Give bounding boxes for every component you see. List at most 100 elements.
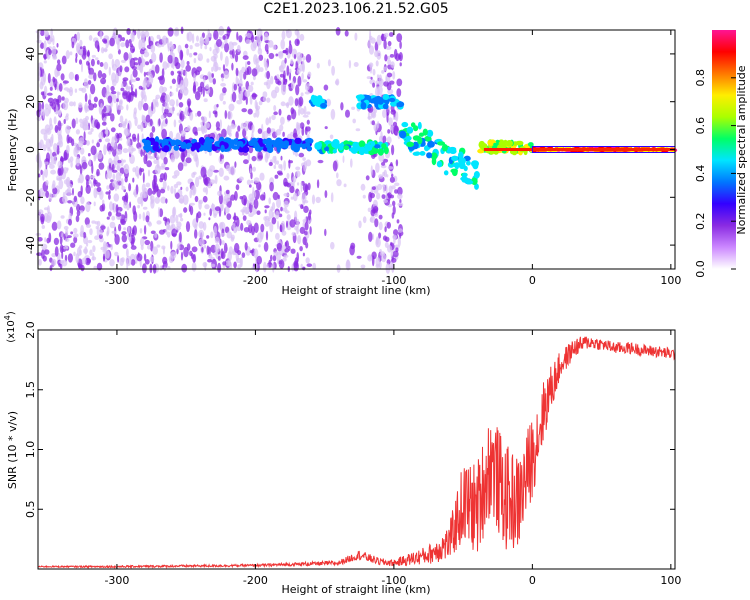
spectrogram-speckle [144,30,150,38]
spectrogram-speckle [122,122,127,129]
spectrogram-speckle [68,71,75,80]
spectrogram-speckle [71,41,75,49]
spectrogram-speckle [164,108,169,115]
spectrogram-speckle [86,242,89,247]
spectrogram-speckle [385,46,392,50]
spectrogram-speckle [85,184,91,194]
spectrogram-speckle [157,206,161,218]
spectrogram-speckle [108,53,113,60]
spectrogram-speckle [377,87,380,98]
spectrogram-feature-blob [417,136,423,145]
spectrogram-speckle [170,185,174,194]
spectrogram-speckle [94,221,99,225]
spectrogram-speckle [137,124,142,130]
spectrogram-speckle [93,72,97,82]
spectrogram-speckle [137,173,140,179]
spectrogram-speckle [111,230,117,234]
spectrogram-speckle [137,196,143,205]
spectrogram-speckle [189,202,196,206]
spectrogram-speckle [272,262,275,273]
spectrogram-speckle [43,249,50,255]
spectrogram-speckle [194,223,198,232]
spectrogram-speckle [380,131,383,140]
spectrogram-speckle [44,161,49,165]
y-tick-label: -40 [24,236,37,254]
spectrogram-speckle [175,99,179,107]
spectrogram-speckle [66,187,72,197]
spectrogram-speckle [93,178,97,187]
spectrogram-speckle [391,124,394,134]
spectrogram-speckle [305,257,310,264]
spectrogram-speckle [188,204,191,212]
spectrogram-speckle [246,32,252,39]
spectrogram-speckle [222,100,226,105]
spectrogram-speckle [99,30,103,40]
spectrogram-speckle [84,246,88,255]
spectrogram-feature-blob [474,183,479,190]
spectrogram-speckle [167,27,174,37]
spectrogram-speckle [330,241,335,250]
spectrogram-speckle [268,197,272,205]
spectrogram-speckle [335,78,340,86]
spectrogram-feature-blob [278,143,283,149]
spectrogram-speckle [325,98,332,107]
spectrogram-speckle [204,37,210,46]
spectrogram-speckle [201,116,208,123]
spectrogram-speckle [220,51,223,61]
spectrogram-speckle [132,225,137,236]
spectrogram-speckle [57,167,62,176]
spectrogram-speckle [272,44,277,50]
spectrogram-speckle [247,152,250,162]
spectrogram-speckle [170,251,177,259]
spectrogram-speckle [163,156,168,165]
colorbar-tick-label: 0.2 [694,212,707,230]
spectrogram-speckle [278,213,283,218]
spectrogram-speckle [123,163,130,174]
spectrogram-speckle [209,47,212,52]
spectrogram-speckle [316,62,320,69]
spectrogram-speckle [211,73,214,78]
spectrogram-speckle [58,134,63,145]
spectrogram-speckle [159,165,166,170]
spectrogram-speckle [211,66,214,72]
spectrogram-speckle [183,162,188,167]
spectrogram-speckle [262,96,267,102]
spectrogram-speckle [396,78,403,87]
spectrogram-speckle [233,261,237,269]
spectrogram-feature-blob [405,135,412,141]
spectrogram-speckle [253,248,259,259]
spectrogram-speckle [47,97,54,104]
spectrogram-speckle [301,60,305,71]
spectrogram-speckle [278,108,282,116]
spectrogram-speckle [92,103,98,108]
spectrogram-speckle [152,182,159,193]
spectrogram-speckle [175,87,179,92]
spectrogram-speckle [285,29,289,34]
spectrogram-speckle [175,192,180,199]
spectrogram-speckle [61,55,67,65]
spectrogram-speckle [288,159,291,169]
spectrogram-speckle [114,72,119,84]
spectrogram-speckle [167,224,172,231]
colorbar-label: Normalized spectral amplitude [735,65,748,234]
spectrogram-speckle [107,169,113,180]
spectrogram-speckle [148,73,154,85]
spectrogram-speckle [78,102,83,109]
spectrogram-speckle [302,183,309,193]
spectrogram-speckle [244,90,251,98]
spectrogram-speckle [86,51,90,57]
x-tick-label: 100 [660,574,681,587]
spectrogram-speckle [278,260,283,265]
spectrogram-speckle [103,105,107,113]
spectrogram-feature-blob [202,146,208,151]
spectrogram-speckle [306,119,310,125]
spectrogram-speckle [128,144,134,155]
spectrogram-speckle [286,114,292,121]
spectrogram-speckle [179,83,183,88]
spectrogram-feature-blob [262,138,268,145]
spectrogram-speckle [146,160,153,168]
spectrogram-speckle [195,112,198,117]
spectrogram-speckle [283,254,289,258]
spectrogram-speckle [132,69,138,78]
spectrogram-speckle [367,207,372,212]
